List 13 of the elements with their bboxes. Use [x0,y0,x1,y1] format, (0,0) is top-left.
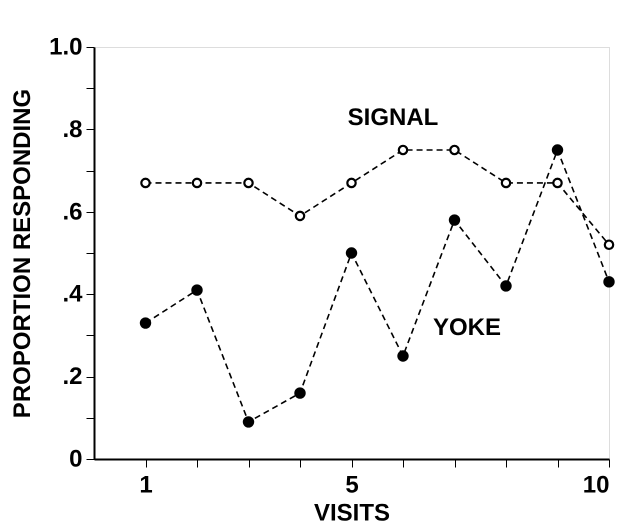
series-label: SIGNAL [348,104,438,131]
y-tick-label: .8 [62,116,82,143]
x-tick-label: 10 [582,472,610,498]
x-tick-label: 5 [345,472,359,498]
y-tick-label: 1.0 [49,34,82,60]
series-label: YOKE [433,314,502,341]
x-axis-title: VISITS [314,500,390,526]
y-tick-label: .2 [62,363,82,390]
x-tick-label: 1 [139,472,153,498]
y-tick-label: .4 [62,280,84,308]
y-tick-label: 0 [69,446,82,472]
y-tick-label: .6 [62,198,82,226]
y-axis-title: PROPORTION RESPONDING [9,88,36,418]
